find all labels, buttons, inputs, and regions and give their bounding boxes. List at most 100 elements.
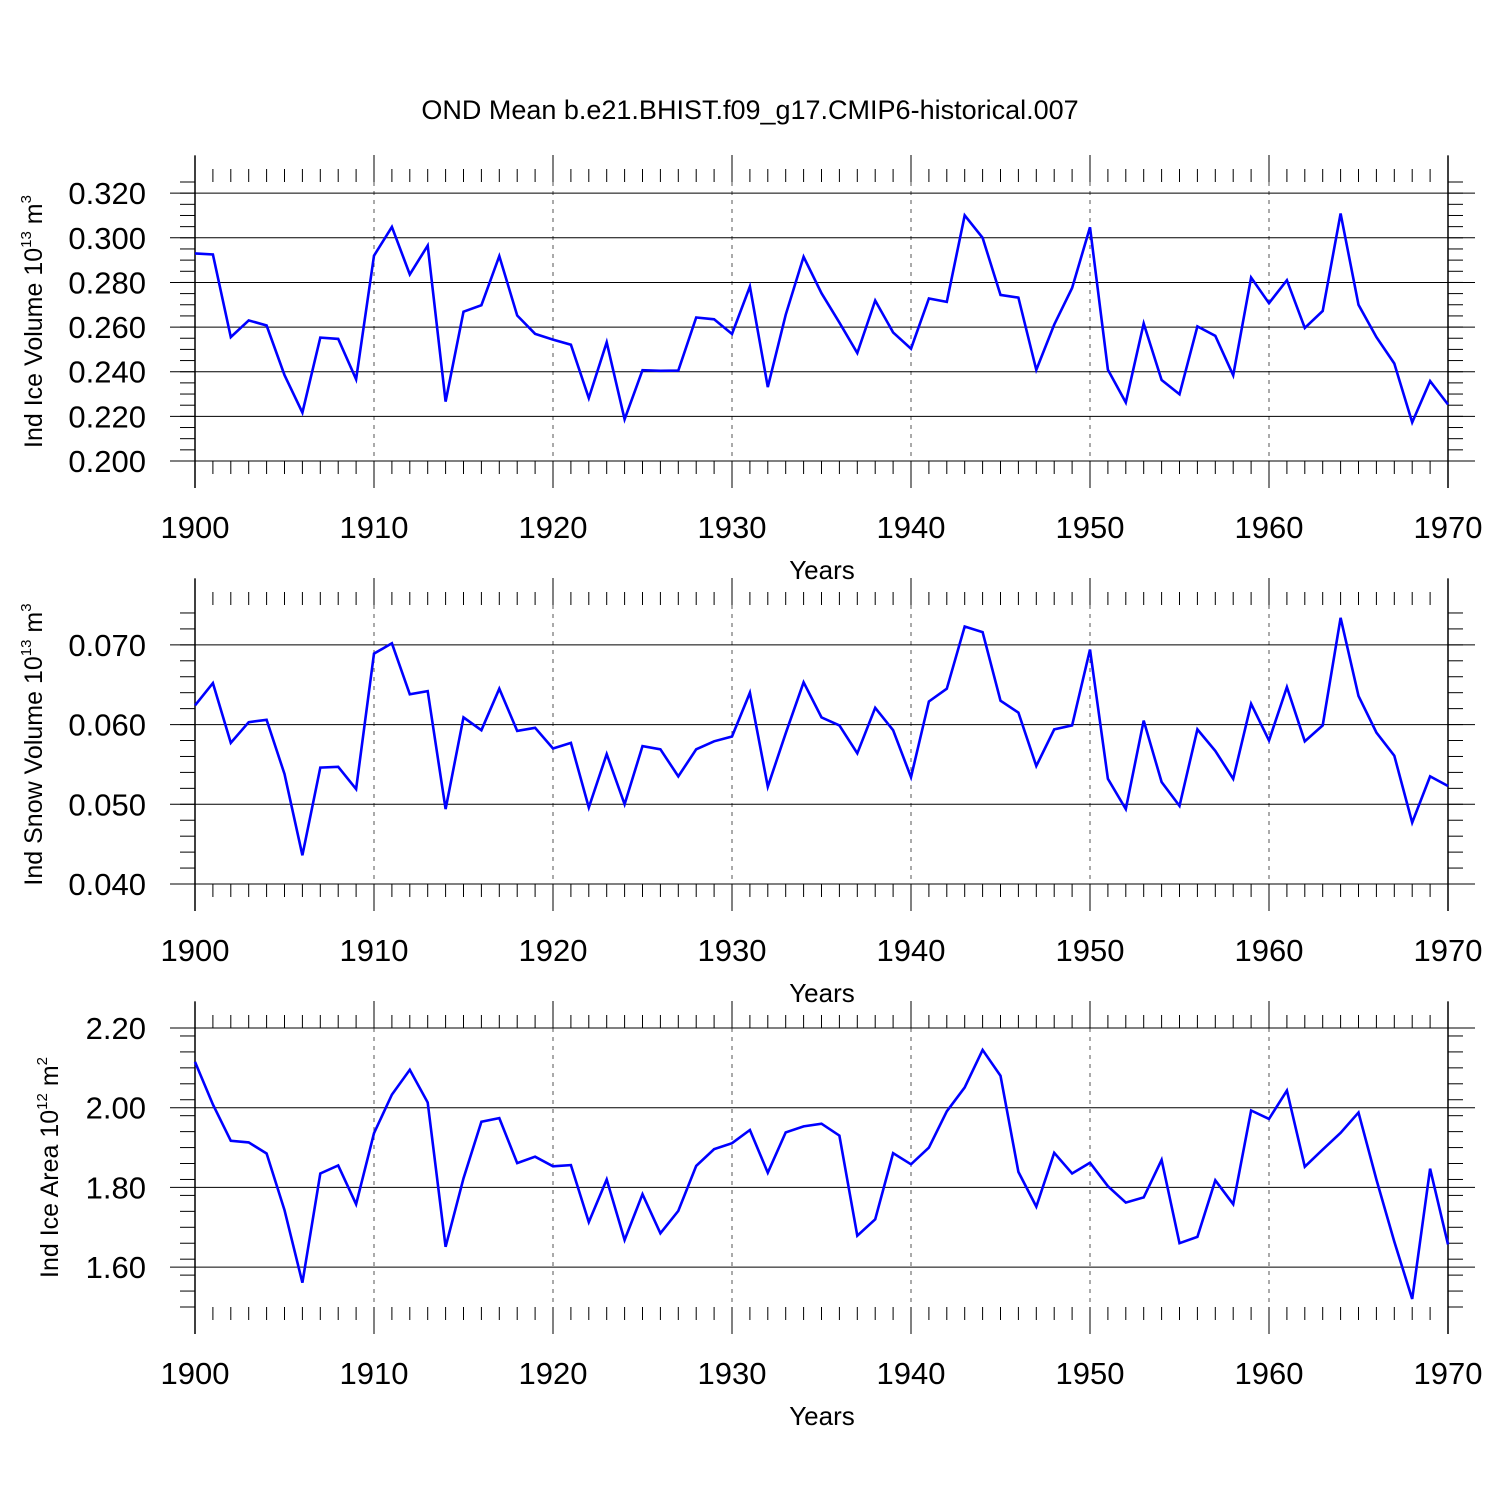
data-point — [570, 344, 572, 346]
data-point — [588, 1221, 590, 1223]
data-point — [265, 1152, 267, 1154]
x-tick-label: 1900 — [161, 1356, 230, 1391]
data-point — [283, 374, 285, 376]
data-point — [641, 369, 643, 371]
data-point — [1125, 808, 1127, 810]
data-point — [462, 310, 464, 312]
data-point — [1143, 719, 1145, 721]
data-point — [355, 788, 357, 790]
data-point — [981, 631, 983, 633]
x-tick-label: 1940 — [877, 510, 946, 545]
data-point — [534, 333, 536, 335]
y-tick-label: 0.070 — [68, 628, 146, 663]
data-point — [1035, 369, 1037, 371]
data-point — [1429, 775, 1431, 777]
y-tick-label: 0.040 — [68, 867, 146, 902]
data-point — [1375, 1178, 1377, 1180]
data-point — [1017, 296, 1019, 298]
data-point — [462, 1177, 464, 1179]
data-point — [1053, 728, 1055, 730]
y-tick-label: 0.260 — [68, 310, 146, 345]
data-point — [212, 1103, 214, 1105]
data-point — [1089, 226, 1091, 228]
data-point — [248, 319, 250, 321]
data-point — [480, 729, 482, 731]
data-point — [659, 748, 661, 750]
chart-title: OND Mean b.e21.BHIST.f09_g17.CMIP6-histo… — [421, 95, 1078, 125]
data-point — [1232, 374, 1234, 376]
data-point — [820, 292, 822, 294]
data-point — [462, 716, 464, 718]
data-point — [1125, 1201, 1127, 1203]
data-point — [695, 316, 697, 318]
panel-ice-volume: 0.200 0.220 0.240 0.260 0.280 0.300 0.320 1900 1… — [18, 155, 1482, 585]
data-point — [373, 254, 375, 256]
data-point — [409, 273, 411, 275]
x-tick-label: 1930 — [698, 1356, 767, 1391]
data-point — [606, 1178, 608, 1180]
series-line-ice-area — [193, 1047, 1450, 1300]
data-point — [838, 1134, 840, 1136]
x-tick-label: 1910 — [340, 1356, 409, 1391]
data-point — [534, 1156, 536, 1158]
x-tick-label: 1930 — [698, 510, 767, 545]
data-point — [892, 1152, 894, 1154]
data-point — [1035, 765, 1037, 767]
data-point — [498, 688, 500, 690]
data-point — [874, 1218, 876, 1220]
data-point — [964, 625, 966, 627]
data-point — [498, 1117, 500, 1119]
data-point — [248, 721, 250, 723]
data-point — [301, 854, 303, 856]
data-point — [1107, 778, 1109, 780]
x-tick-label: 1910 — [340, 933, 409, 968]
data-point — [283, 773, 285, 775]
x-axis-title: Years — [789, 978, 855, 1008]
data-point — [1250, 276, 1252, 278]
data-point — [355, 1203, 357, 1205]
data-point — [1178, 805, 1180, 807]
data-point — [248, 1141, 250, 1143]
data-point — [1143, 322, 1145, 324]
data-point — [1322, 1148, 1324, 1150]
data-point — [1268, 739, 1270, 741]
y-tick-label: 2.20 — [86, 1011, 146, 1046]
data-point — [623, 803, 625, 805]
data-point — [659, 1232, 661, 1234]
data-point — [606, 753, 608, 755]
data-point — [749, 1129, 751, 1131]
data-point — [301, 1281, 303, 1283]
data-point — [552, 1165, 554, 1167]
data-point — [749, 285, 751, 287]
x-tick-label: 1970 — [1414, 510, 1483, 545]
data-point — [570, 742, 572, 744]
data-point — [641, 745, 643, 747]
data-point — [802, 256, 804, 258]
data-point — [1447, 403, 1449, 405]
y-tick-label: 0.050 — [68, 787, 146, 822]
x-tick-label: 1900 — [161, 510, 230, 545]
data-point — [1429, 380, 1431, 382]
data-point — [409, 693, 411, 695]
y-tick-label: 0.300 — [68, 221, 146, 256]
data-point — [946, 301, 948, 303]
data-point — [910, 348, 912, 350]
x-axis-title: Years — [789, 555, 855, 585]
data-point — [785, 314, 787, 316]
y-tick-label: 0.220 — [68, 399, 146, 434]
data-point — [355, 378, 357, 380]
data-point — [427, 1101, 429, 1103]
data-point — [999, 1075, 1001, 1077]
data-point — [444, 400, 446, 402]
y-tick-label: 1.60 — [86, 1250, 146, 1285]
data-point — [391, 1093, 393, 1095]
data-point — [695, 748, 697, 750]
data-point — [623, 1239, 625, 1241]
data-point — [802, 1125, 804, 1127]
data-point — [212, 682, 214, 684]
data-point — [1447, 1243, 1449, 1245]
data-point — [1053, 323, 1055, 325]
data-point — [1357, 695, 1359, 697]
data-point — [1232, 1203, 1234, 1205]
